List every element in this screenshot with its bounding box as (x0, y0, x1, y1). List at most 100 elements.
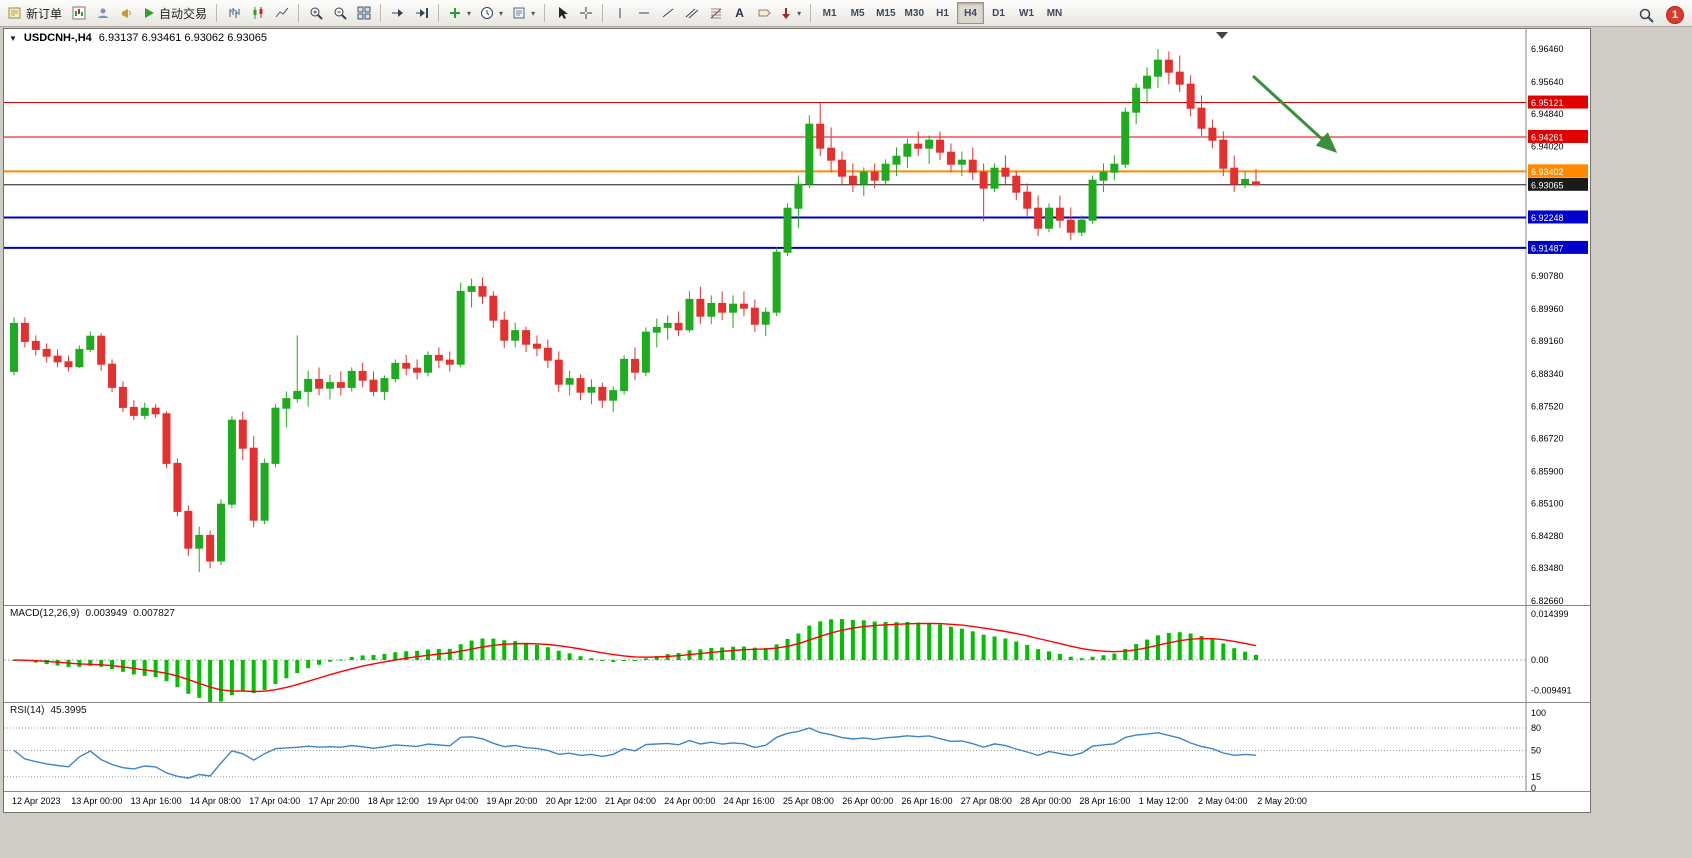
line-chart-icon (275, 7, 288, 18)
time-label: 20 Apr 12:00 (545, 796, 597, 806)
time-label: 1 May 12:00 (1138, 796, 1189, 806)
time-label: 27 Apr 08:00 (960, 796, 1012, 806)
time-label: 19 Apr 20:00 (486, 796, 538, 806)
text-button[interactable]: A (728, 2, 751, 24)
chart-title: ▼ USDCNH-,H4 6.93137 6.93461 6.93062 6.9… (9, 32, 267, 44)
macd-value: 0.003949 (85, 608, 128, 619)
svg-text:6.85100: 6.85100 (1531, 498, 1564, 508)
timeframe-group: M1 M5 M15 M30 H1 H4 D1 W1 MN (816, 2, 1068, 24)
time-label: 17 Apr 20:00 (308, 796, 360, 806)
price-chart-svg[interactable]: 6.96460 6.95640 6.94840 6.94020 6.90780 6.899… (4, 29, 1590, 605)
time-label: 26 Apr 16:00 (901, 796, 953, 806)
search-button[interactable] (1635, 4, 1658, 26)
zoom-out-icon (334, 7, 347, 20)
toolbar-separator (298, 4, 300, 22)
periods-button[interactable]: ▾ (476, 2, 507, 24)
svg-text:6.93402: 6.93402 (1531, 167, 1564, 177)
fibonacci-button[interactable] (704, 2, 727, 24)
svg-text:80: 80 (1531, 723, 1541, 733)
charts-button[interactable] (67, 2, 90, 24)
fibonacci-icon (710, 8, 721, 19)
toolbar-separator (380, 4, 382, 22)
rsi-value: 45.3995 (50, 705, 87, 716)
play-icon (145, 8, 155, 18)
window-menu-icon[interactable]: ▼ (9, 33, 17, 43)
macd-chart-svg[interactable]: 0.014399 0.00 -0.009491 (4, 606, 1590, 703)
rsi-label: RSI(14) 45.3995 (10, 705, 87, 716)
svg-text:6.94261: 6.94261 (1531, 132, 1564, 142)
chart-window: 6.96460 6.95640 6.94840 6.94020 6.90780 6.899… (3, 28, 1591, 813)
profile-icon (97, 8, 108, 18)
time-label: 21 Apr 04:00 (605, 796, 657, 806)
news-button[interactable] (115, 2, 138, 24)
timeframe-m5-button[interactable]: M5 (844, 2, 871, 24)
zoom-out-button[interactable] (328, 2, 351, 24)
time-label: 13 Apr 16:00 (130, 796, 182, 806)
timeframe-h1-button[interactable]: H1 (929, 2, 956, 24)
megaphone-icon (121, 9, 131, 18)
zoom-in-button[interactable] (304, 2, 327, 24)
svg-text:6.84280: 6.84280 (1531, 531, 1564, 541)
template-icon (513, 7, 525, 19)
timeframe-m1-button[interactable]: M1 (816, 2, 843, 24)
time-label: 19 Apr 04:00 (427, 796, 479, 806)
new-order-button[interactable]: 新订单 (4, 2, 66, 24)
time-label: 2 May 04:00 (1198, 796, 1248, 806)
macd-label: MACD(12,26,9) 0.003949 0.007827 (10, 608, 175, 619)
svg-text:50: 50 (1531, 746, 1541, 756)
vertical-line-button[interactable] (608, 2, 631, 24)
timeframe-mn-button[interactable]: MN (1041, 2, 1068, 24)
label-button[interactable] (752, 2, 775, 24)
channel-button[interactable] (680, 2, 703, 24)
timeframe-m30-button[interactable]: M30 (901, 2, 928, 24)
time-axis[interactable]: 12 Apr 2023 13 Apr 00:00 13 Apr 16:00 14 Ap… (4, 791, 1590, 810)
timeframe-d1-button[interactable]: D1 (985, 2, 1012, 24)
svg-text:6.82660: 6.82660 (1531, 596, 1564, 605)
time-label: 28 Apr 00:00 (1020, 796, 1072, 806)
price-pane: 6.96460 6.95640 6.94840 6.94020 6.90780 6.899… (4, 29, 1590, 605)
rsi-chart-svg[interactable]: 100 80 50 150 (4, 703, 1590, 792)
chevron-down-icon: ▾ (467, 8, 472, 18)
svg-text:100: 100 (1531, 708, 1546, 718)
chevron-down-icon: ▾ (797, 8, 802, 18)
chart-shift-button[interactable] (410, 2, 433, 24)
toolbar-separator (216, 4, 218, 22)
timeframe-h4-button[interactable]: H4 (957, 2, 984, 24)
crosshair-button[interactable] (574, 2, 597, 24)
templates-button[interactable]: ▾ (508, 2, 539, 24)
auto-trading-button[interactable]: 自动交易 (139, 2, 211, 24)
timeframe-m15-button[interactable]: M15 (872, 2, 899, 24)
svg-text:6.96460: 6.96460 (1531, 44, 1564, 54)
search-icon (1639, 8, 1654, 23)
timeframe-w1-button[interactable]: W1 (1013, 2, 1040, 24)
macd-signal-value: 0.007827 (133, 608, 175, 619)
bar-chart-button[interactable] (222, 2, 245, 24)
svg-text:6.95121: 6.95121 (1531, 98, 1564, 108)
rsi-pane: 100 80 50 15 0 RSI(14) 45.3995 (4, 702, 1590, 792)
time-label: 14 Apr 08:00 (189, 796, 241, 806)
text-tool-icon: A (735, 6, 744, 20)
cursor-button[interactable] (550, 2, 573, 24)
chevron-down-icon: ▾ (499, 8, 504, 18)
line-chart-button[interactable] (270, 2, 293, 24)
notification-badge[interactable]: 1 (1666, 6, 1684, 24)
horizontal-line-button[interactable] (632, 2, 655, 24)
arrows-button[interactable]: ▾ (776, 2, 805, 24)
toolbar-right-cluster: 1 (1635, 4, 1684, 26)
candlestick-button[interactable] (246, 2, 269, 24)
indicators-button[interactable]: ▾ (444, 2, 475, 24)
profiles-button[interactable] (91, 2, 114, 24)
new-order-icon (8, 7, 21, 19)
bar-chart-icon (229, 8, 240, 18)
time-label: 2 May 20:00 (1257, 796, 1307, 806)
trendline-button[interactable] (656, 2, 679, 24)
svg-text:6.86720: 6.86720 (1531, 434, 1564, 444)
trendline-icon (662, 8, 673, 18)
time-label: 17 Apr 04:00 (249, 796, 301, 806)
time-label: 26 Apr 00:00 (842, 796, 894, 806)
auto-scroll-button[interactable] (386, 2, 409, 24)
svg-text:6.95640: 6.95640 (1531, 77, 1564, 87)
time-label: 12 Apr 2023 (12, 796, 61, 806)
tile-windows-button[interactable] (352, 2, 375, 24)
svg-text:6.94840: 6.94840 (1531, 109, 1564, 119)
